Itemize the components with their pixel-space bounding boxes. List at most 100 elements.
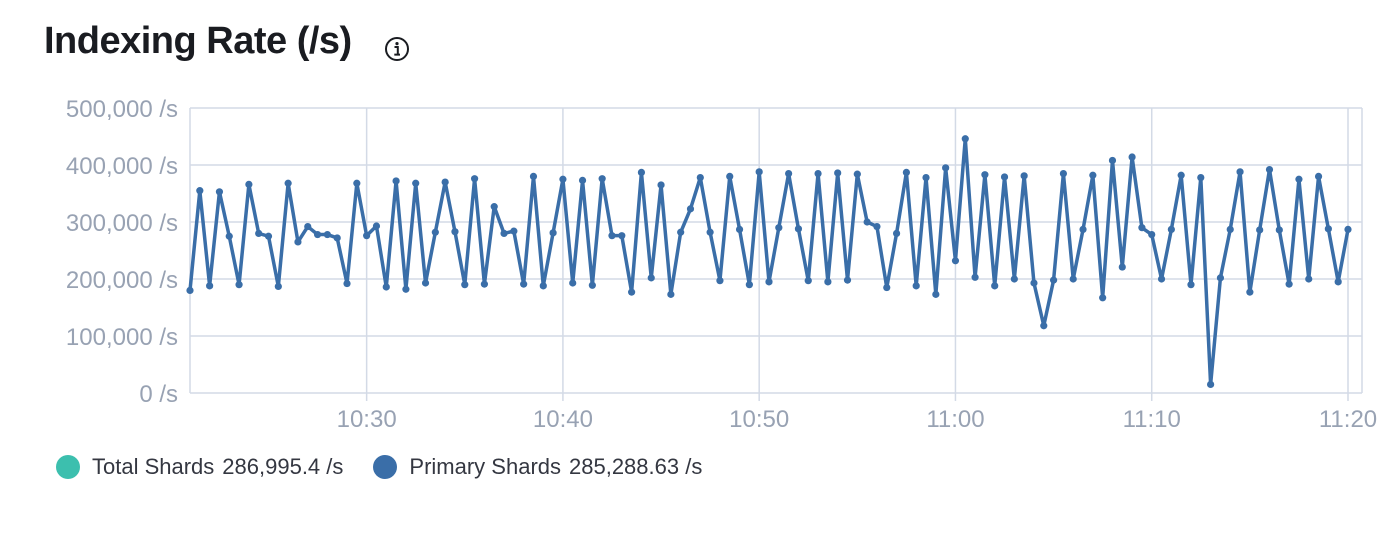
- data-point: [304, 222, 312, 231]
- data-point: [628, 288, 636, 296]
- data-point: [1187, 281, 1195, 289]
- data-point: [490, 203, 498, 211]
- data-point: [932, 290, 940, 298]
- data-point: [1177, 171, 1185, 179]
- data-point: [235, 281, 243, 289]
- data-point: [539, 282, 547, 290]
- data-point: [461, 281, 469, 289]
- data-point: [578, 176, 587, 184]
- data-point: [716, 277, 724, 285]
- data-point: [657, 181, 665, 189]
- data-point: [785, 169, 793, 178]
- data-point: [618, 232, 626, 240]
- x-tick-label: 11:00: [926, 406, 984, 433]
- data-point: [588, 281, 596, 289]
- data-point: [500, 229, 508, 237]
- data-point: [745, 281, 753, 289]
- data-point: [1256, 226, 1264, 234]
- data-point: [1059, 169, 1068, 178]
- data-point: [696, 173, 704, 182]
- data-point: [264, 232, 273, 240]
- data-point: [392, 177, 400, 185]
- data-point: [1207, 380, 1215, 389]
- y-tick-label: 300,000 /s: [66, 210, 178, 237]
- data-point: [1128, 153, 1136, 161]
- data-point: [255, 229, 263, 237]
- data-point: [1049, 276, 1058, 284]
- data-point: [451, 228, 459, 236]
- y-tick-label: 400,000 /s: [66, 153, 178, 180]
- data-point: [1324, 225, 1332, 233]
- data-point: [1295, 175, 1303, 183]
- x-tick-label: 11:10: [1123, 406, 1181, 433]
- data-point: [961, 135, 969, 143]
- data-point: [824, 278, 832, 286]
- data-point: [196, 187, 204, 195]
- data-point: [834, 169, 842, 177]
- data-point: [598, 175, 606, 183]
- data-point: [1000, 173, 1009, 181]
- data-point: [1226, 225, 1234, 234]
- data-point: [892, 229, 901, 237]
- data-point: [971, 273, 979, 281]
- x-tick-label: 10:50: [729, 406, 789, 433]
- data-point: [1148, 230, 1156, 239]
- data-point: [353, 179, 361, 187]
- data-point: [294, 238, 302, 246]
- info-icon[interactable]: [384, 36, 410, 62]
- data-point: [902, 168, 910, 177]
- data-point: [686, 205, 695, 213]
- data-point: [1197, 173, 1205, 182]
- data-point: [1079, 225, 1087, 234]
- series-line-primary-shards: [188, 137, 1350, 387]
- legend-item-total-shards[interactable]: Total Shards 286,995.4 /s: [56, 454, 343, 480]
- data-point: [1285, 280, 1293, 288]
- data-point: [912, 282, 920, 290]
- data-point: [382, 283, 390, 291]
- data-point: [1344, 225, 1352, 234]
- data-point: [549, 229, 557, 237]
- data-point: [814, 169, 822, 178]
- data-point: [726, 172, 734, 180]
- data-point: [991, 282, 999, 290]
- data-point: [480, 280, 489, 288]
- data-point: [1265, 165, 1274, 174]
- data-point: [559, 175, 567, 183]
- data-point: [647, 274, 655, 282]
- data-point: [1020, 172, 1028, 180]
- data-point: [765, 278, 773, 286]
- data-point: [667, 290, 675, 298]
- y-tick-label: 100,000 /s: [66, 324, 178, 351]
- data-point: [470, 175, 479, 183]
- data-point: [1305, 275, 1313, 283]
- data-point: [1167, 225, 1175, 234]
- legend-value-total: 286,995.4 /s: [222, 454, 344, 479]
- data-point: [363, 232, 371, 240]
- data-point: [1099, 294, 1107, 302]
- data-point: [569, 279, 577, 287]
- data-point: [1118, 263, 1126, 271]
- data-point: [755, 168, 763, 176]
- data-point: [421, 279, 430, 287]
- data-point: [1108, 156, 1117, 165]
- data-point: [942, 164, 950, 172]
- legend-item-primary-shards[interactable]: Primary Shards 285,288.63 /s: [373, 454, 702, 480]
- data-point: [323, 230, 331, 239]
- y-tick-label: 0 /s: [139, 381, 178, 408]
- data-point: [677, 228, 685, 236]
- data-point: [186, 286, 194, 294]
- legend-value-primary: 285,288.63 /s: [569, 454, 703, 479]
- data-point: [775, 224, 783, 232]
- data-point: [372, 222, 381, 230]
- data-point: [215, 188, 224, 196]
- data-point: [1216, 274, 1225, 282]
- data-point: [637, 168, 646, 177]
- data-point: [1314, 172, 1323, 180]
- data-point: [284, 179, 292, 187]
- data-point: [608, 232, 616, 240]
- data-point: [343, 279, 351, 288]
- data-point: [431, 228, 439, 236]
- data-point: [1157, 275, 1166, 283]
- chart-title: Indexing Rate (/s): [44, 20, 352, 62]
- data-point: [510, 227, 518, 235]
